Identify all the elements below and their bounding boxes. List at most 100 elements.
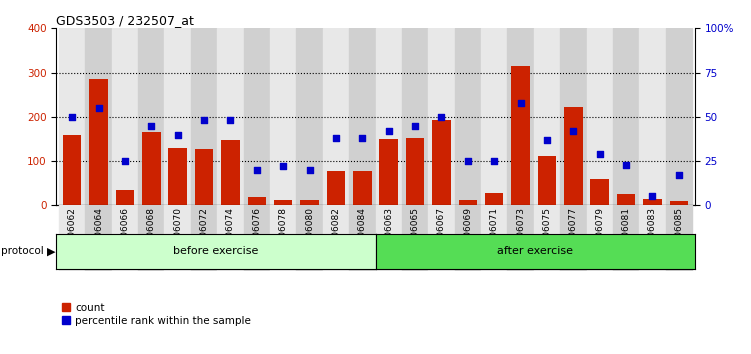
Point [514, 100, 526, 105]
Bar [274, 200, 292, 205]
Text: GSM306069: GSM306069 [463, 207, 472, 262]
Bar [297, 28, 323, 205]
Text: GSM306071: GSM306071 [490, 207, 499, 262]
Text: GSM306073: GSM306073 [516, 207, 525, 262]
Point [198, 118, 210, 123]
Bar [168, 148, 187, 205]
Text: before exercise: before exercise [173, 246, 258, 256]
Point [356, 135, 368, 141]
Bar [349, 205, 376, 271]
Bar [639, 28, 665, 205]
Bar [327, 171, 345, 205]
Bar [376, 205, 402, 271]
Bar [590, 179, 609, 205]
Bar [454, 28, 481, 205]
Bar [59, 205, 86, 271]
Bar [564, 107, 583, 205]
Bar [112, 28, 138, 205]
Bar [89, 79, 107, 205]
Bar [508, 28, 534, 205]
Bar [617, 194, 635, 205]
Bar [195, 149, 213, 205]
Bar [534, 28, 560, 205]
Point [488, 158, 500, 164]
Bar [613, 205, 639, 271]
Bar [587, 28, 613, 205]
Text: GSM306074: GSM306074 [226, 207, 235, 262]
Bar [639, 205, 665, 271]
Point [119, 158, 131, 164]
Point [251, 167, 263, 173]
Bar [191, 205, 217, 271]
Bar [459, 200, 477, 205]
Bar [86, 205, 112, 271]
Point [330, 135, 342, 141]
Text: GSM306076: GSM306076 [252, 207, 261, 262]
Bar [116, 190, 134, 205]
Point [409, 123, 421, 129]
Point [541, 137, 553, 143]
Bar [402, 205, 428, 271]
Bar [379, 139, 398, 205]
Text: GSM306067: GSM306067 [437, 207, 446, 262]
Text: GSM306078: GSM306078 [279, 207, 288, 262]
Text: GSM306063: GSM306063 [385, 207, 394, 262]
Point [462, 158, 474, 164]
Text: GSM306072: GSM306072 [200, 207, 209, 262]
Bar [481, 205, 508, 271]
Bar [248, 198, 266, 205]
Point [172, 132, 184, 137]
Bar [433, 120, 451, 205]
Bar [644, 199, 662, 205]
Bar [300, 200, 318, 205]
Bar [270, 28, 297, 205]
Bar [454, 205, 481, 271]
Text: GSM306085: GSM306085 [674, 207, 683, 262]
Bar [560, 28, 587, 205]
Text: GSM306066: GSM306066 [120, 207, 129, 262]
Bar [138, 28, 164, 205]
Text: GSM306080: GSM306080 [305, 207, 314, 262]
Bar [665, 205, 692, 271]
Point [92, 105, 104, 111]
Bar [323, 205, 349, 271]
Bar [353, 171, 372, 205]
Bar [217, 28, 243, 205]
Bar [297, 205, 323, 271]
Bar [613, 28, 639, 205]
Text: ▶: ▶ [47, 246, 56, 256]
Bar [217, 205, 243, 271]
Text: GSM306079: GSM306079 [596, 207, 605, 262]
Bar [560, 205, 587, 271]
Bar [138, 205, 164, 271]
Bar [670, 201, 688, 205]
Text: GSM306081: GSM306081 [622, 207, 631, 262]
Text: GSM306062: GSM306062 [68, 207, 77, 262]
Point [567, 128, 579, 134]
Bar [164, 205, 191, 271]
Bar [243, 205, 270, 271]
Text: GSM306068: GSM306068 [146, 207, 155, 262]
Text: GSM306084: GSM306084 [357, 207, 366, 262]
Text: GSM306065: GSM306065 [411, 207, 420, 262]
Point [594, 151, 606, 157]
Bar [538, 156, 556, 205]
Text: GSM306077: GSM306077 [569, 207, 578, 262]
Point [66, 114, 78, 120]
Point [647, 194, 659, 199]
Point [383, 128, 395, 134]
Bar [142, 132, 161, 205]
Bar [481, 28, 508, 205]
Text: GSM306083: GSM306083 [648, 207, 657, 262]
Point [225, 118, 237, 123]
Text: GSM306070: GSM306070 [173, 207, 182, 262]
Bar [86, 28, 112, 205]
Bar [534, 205, 560, 271]
Text: GSM306064: GSM306064 [94, 207, 103, 262]
Bar [222, 140, 240, 205]
Point [436, 114, 448, 120]
Bar [112, 205, 138, 271]
Legend: count, percentile rank within the sample: count, percentile rank within the sample [62, 303, 251, 326]
Bar [428, 205, 454, 271]
Bar [485, 193, 503, 205]
